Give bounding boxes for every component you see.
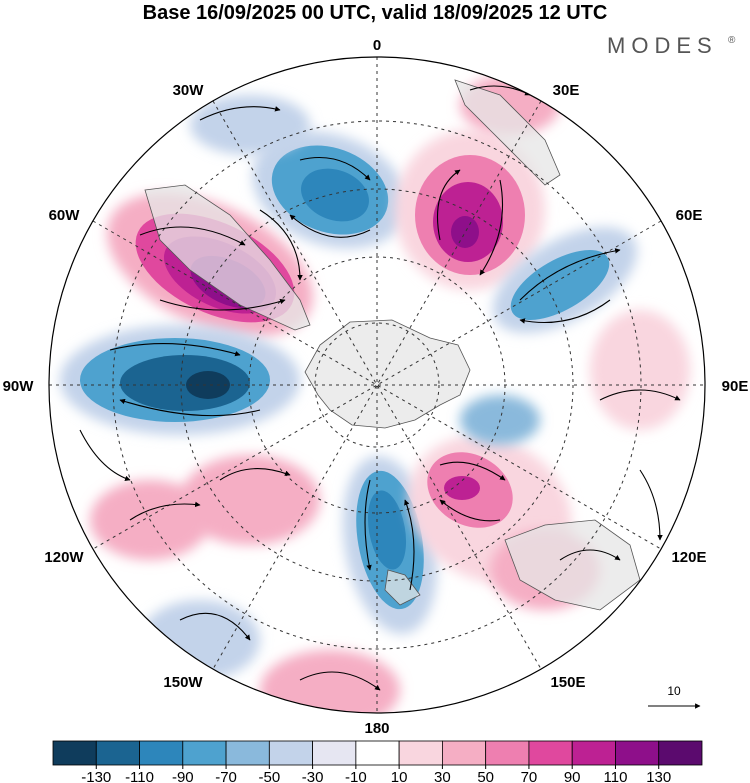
colorbar-tick-label: 110 — [604, 769, 628, 783]
antarctica — [304, 319, 471, 429]
graticule — [49, 57, 705, 713]
colorbar-box — [528, 740, 573, 766]
reference-vector-label: 10 — [667, 684, 681, 698]
colorbar-box — [95, 740, 140, 766]
lon-label-0: 0 — [373, 37, 381, 54]
lon-label-150w: 150W — [163, 674, 203, 691]
brand-registered-mark: ® — [728, 35, 736, 46]
colorbar-tick-label: -130 — [81, 769, 111, 783]
colorbar-box — [182, 740, 227, 766]
colorbar-box — [52, 740, 97, 766]
colorbar-box — [571, 740, 616, 766]
lon-label-30w: 30W — [173, 82, 205, 99]
colorbar-tick-label: -70 — [215, 769, 237, 783]
map-boundary — [48, 56, 706, 714]
landmasses — [144, 79, 641, 611]
lon-label-60e: 60E — [676, 207, 703, 224]
new-zealand — [384, 569, 421, 606]
colorbar-tick-label: 130 — [646, 769, 671, 783]
lon-label-150e: 150E — [550, 674, 585, 691]
south-america — [144, 184, 311, 331]
map-title: Base 16/09/2025 00 UTC, valid 18/09/2025… — [143, 2, 608, 24]
lon-label-30e: 30E — [553, 82, 580, 99]
colorbar-box — [615, 740, 660, 766]
colorbar-box — [658, 740, 703, 766]
colorbar-tick-label: 50 — [477, 769, 494, 783]
map-disk — [49, 57, 705, 713]
africa — [454, 79, 561, 186]
colorbar-tick-label: -90 — [172, 769, 194, 783]
colorbar-box — [485, 740, 530, 766]
colorbar-tick-label: 90 — [564, 769, 581, 783]
colorbar-box — [355, 740, 400, 766]
brand-name: MODES — [607, 33, 718, 58]
colorbar: -130 -110 -90 -70 -50 -30 -10 10 30 50 70 90 110 130 — [52, 740, 703, 783]
lon-label-120e: 120E — [671, 549, 706, 566]
colorbar-box — [268, 740, 313, 766]
colorbar-tick-label: 70 — [521, 769, 538, 783]
longitude-labels: 0 30W 30E 60W 60E 90W 90E 120W 120E 150W… — [3, 37, 749, 737]
lon-label-180: 180 — [364, 720, 389, 737]
colorbar-tick-label: -10 — [345, 769, 367, 783]
colorbar-tick-label: 30 — [434, 769, 451, 783]
colorbar-tick-label: -30 — [302, 769, 324, 783]
colorbar-box — [225, 740, 270, 766]
reference-vector: 10 — [648, 684, 701, 709]
modes-logo: MODES ® — [607, 33, 736, 58]
colorbar-box — [398, 740, 443, 766]
lon-label-90e: 90E — [722, 378, 749, 395]
colorbar-tick-label: -110 — [125, 769, 154, 783]
colorbar-tick-label: 10 — [391, 769, 408, 783]
colorbar-box — [139, 740, 184, 766]
colorbar-box — [312, 740, 357, 766]
lon-label-60w: 60W — [49, 207, 81, 224]
lon-label-120w: 120W — [44, 549, 84, 566]
colorbar-tick-label: -50 — [258, 769, 280, 783]
colorbar-box — [441, 740, 487, 766]
australia — [504, 519, 641, 611]
lon-label-90w: 90W — [3, 378, 35, 395]
